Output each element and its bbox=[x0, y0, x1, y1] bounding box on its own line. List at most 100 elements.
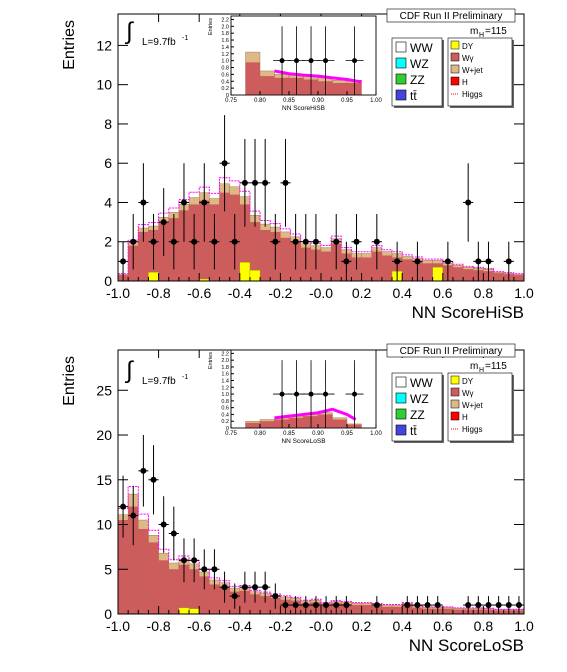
data-point bbox=[321, 596, 332, 614]
dy-bar bbox=[249, 270, 261, 282]
inset-plot: 0.75 0.80 0.85 0.90 0.95 1.00 00.20.40.60.81.0… bbox=[208, 349, 382, 445]
data-point bbox=[128, 485, 139, 546]
data-point bbox=[341, 596, 352, 614]
wgamma-bar bbox=[118, 520, 129, 614]
data-marker bbox=[221, 584, 228, 591]
legend-swatch bbox=[450, 52, 460, 62]
data-marker bbox=[373, 238, 380, 245]
inset-y-tick-label: 0.6 bbox=[221, 406, 229, 412]
data-point bbox=[442, 241, 453, 281]
x-tick-label: -0.2 bbox=[268, 285, 292, 301]
data-point bbox=[168, 506, 179, 561]
inset-data-marker bbox=[323, 58, 329, 64]
lumi-superscript: -1 bbox=[182, 374, 188, 381]
y-tick-label: 25 bbox=[96, 382, 112, 398]
data-marker bbox=[475, 602, 482, 609]
chart-panel-2: -1.0 -0.8 -0.6 -0.4 -0.2 -0.0 0.2 0.4 0.6 0.8 1.00… bbox=[61, 343, 534, 655]
data-marker bbox=[150, 476, 157, 483]
data-point bbox=[178, 538, 190, 583]
wgamma-bar bbox=[422, 263, 433, 281]
inset-y-tick-label: 1.0 bbox=[221, 392, 229, 398]
header-text: CDF Run II Preliminary bbox=[400, 11, 503, 22]
data-marker bbox=[191, 557, 198, 564]
data-marker bbox=[140, 199, 147, 206]
x-tick-label: -0.0 bbox=[309, 618, 333, 634]
data-marker bbox=[312, 238, 319, 245]
y-axis-label: Entries bbox=[61, 356, 78, 406]
data-point bbox=[310, 596, 321, 614]
data-point bbox=[290, 596, 301, 614]
inset-uncertainty-band bbox=[274, 407, 357, 421]
data-point bbox=[148, 445, 159, 515]
data-marker bbox=[434, 602, 441, 609]
inset-plot: 0.75 0.80 0.85 0.90 0.95 1.00 00.20.40.60.81.0… bbox=[208, 15, 382, 112]
inset-data-marker bbox=[308, 391, 314, 397]
inset-x-tick-label: 0.95 bbox=[341, 431, 353, 437]
luminosity-label: ∫ L=9.7fb -1 bbox=[124, 18, 188, 48]
data-marker bbox=[282, 602, 289, 609]
data-marker bbox=[323, 602, 330, 609]
x-tick-label: -0.0 bbox=[309, 285, 333, 301]
y-tick-label: 15 bbox=[96, 472, 112, 488]
data-point bbox=[158, 496, 169, 553]
data-marker bbox=[241, 584, 248, 591]
inset-data-point bbox=[287, 360, 306, 428]
data-point bbox=[229, 583, 240, 609]
legend-label: DY bbox=[462, 377, 474, 386]
legend: WW WZ ZZ tt̄ DY Wγ W+jet H Higgs bbox=[391, 37, 514, 108]
data-point bbox=[118, 475, 129, 538]
wgamma-bar bbox=[280, 237, 291, 281]
wgamma-bar bbox=[219, 192, 230, 281]
data-point bbox=[402, 596, 413, 614]
header-box bbox=[386, 8, 516, 23]
data-point bbox=[513, 596, 524, 614]
data-marker bbox=[130, 238, 137, 245]
legend-label: H bbox=[462, 78, 468, 87]
data-point bbox=[178, 163, 190, 242]
inset-data-marker bbox=[308, 58, 314, 64]
legend-swatch bbox=[450, 76, 460, 86]
inset-y-tick-label: 2.2 bbox=[221, 17, 229, 23]
wgamma-bar bbox=[138, 231, 149, 281]
inset-uncertainty-band bbox=[274, 69, 362, 84]
data-marker bbox=[495, 602, 502, 609]
legend-swatch bbox=[395, 73, 407, 85]
y-tick-label: 12 bbox=[96, 37, 112, 53]
data-point bbox=[219, 571, 230, 603]
inset-x-axis-label: NN ScoreLoSB bbox=[281, 438, 325, 445]
legend-swatch bbox=[395, 392, 407, 404]
x-tick-label: 0.6 bbox=[433, 285, 453, 301]
x-axis-label: NN ScoreHiSB bbox=[412, 303, 524, 322]
y-tick-label: 20 bbox=[96, 427, 112, 443]
legend-swatch bbox=[395, 57, 407, 69]
x-tick-label: -0.4 bbox=[228, 285, 252, 301]
y-tick-label: 0 bbox=[104, 606, 112, 622]
inset-x-tick-label: 1.00 bbox=[370, 431, 382, 437]
inset-x-tick-label: 0.90 bbox=[312, 431, 324, 437]
inset-x-tick-label: 0.80 bbox=[254, 98, 266, 104]
dy-bar bbox=[188, 608, 200, 615]
data-marker bbox=[333, 602, 340, 609]
data-marker bbox=[373, 602, 380, 609]
data-point bbox=[260, 138, 271, 227]
data-point bbox=[331, 596, 342, 614]
inset-y-tick-label: 0.4 bbox=[221, 79, 229, 85]
legend-label: Higgs bbox=[462, 90, 482, 99]
x-tick-label: 0.2 bbox=[352, 285, 372, 301]
y-tick-label: 8 bbox=[104, 116, 112, 132]
wgamma-bar bbox=[138, 528, 149, 614]
data-point bbox=[249, 571, 261, 603]
data-point bbox=[412, 596, 423, 614]
legend-label: H bbox=[462, 413, 468, 422]
integral-sign: ∫ bbox=[124, 18, 134, 45]
data-marker bbox=[414, 602, 421, 609]
data-point bbox=[219, 115, 230, 212]
data-marker bbox=[221, 160, 228, 167]
data-point bbox=[432, 596, 443, 614]
legend-label: ZZ bbox=[410, 408, 425, 422]
legend-label: Higgs bbox=[462, 425, 482, 434]
inset-wgamma-bar bbox=[260, 76, 275, 95]
inset-x-tick-label: 1.00 bbox=[370, 98, 382, 104]
data-marker bbox=[180, 557, 187, 564]
data-point bbox=[199, 163, 210, 242]
